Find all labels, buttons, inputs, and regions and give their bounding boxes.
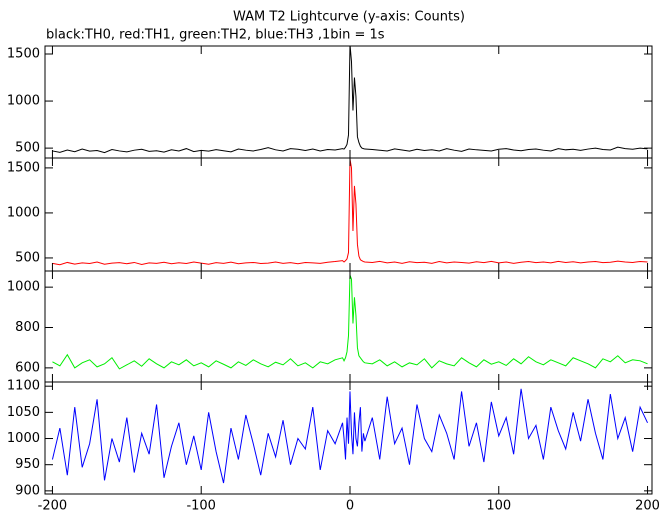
y-tick-label: 600 — [15, 360, 40, 375]
y-tick-label: 1500 — [7, 160, 40, 175]
x-tick-label: -200 — [38, 499, 68, 514]
y-tick-label: 1100 — [7, 379, 40, 394]
y-tick-label: 1050 — [7, 405, 40, 420]
y-tick-label: 500 — [15, 141, 40, 156]
panel-frame — [44, 381, 653, 495]
light-curve — [51, 388, 648, 484]
y-tick-label: 1000 — [7, 94, 40, 109]
x-tick-label: 0 — [346, 499, 354, 514]
light-curve — [52, 274, 648, 370]
light-curve — [52, 46, 648, 154]
y-tick-label: 1500 — [7, 47, 40, 62]
light-curve — [52, 158, 648, 266]
chart-title: WAM T2 Lightcurve (y-axis: Counts) — [233, 10, 465, 25]
y-tick-label: 1000 — [7, 280, 40, 295]
y-tick-label: 900 — [15, 483, 40, 498]
y-tick-label: 950 — [15, 457, 40, 472]
y-tick-label: 1000 — [7, 205, 40, 220]
chart-subtitle: black:TH0, red:TH1, green:TH2, blue:TH3 … — [46, 28, 385, 43]
y-tick-label: 800 — [15, 320, 40, 335]
x-tick-label: 100 — [486, 499, 511, 514]
x-tick-label: 200 — [635, 499, 660, 514]
panel-frame — [44, 45, 653, 159]
y-tick-label: 500 — [15, 250, 40, 265]
x-tick-label: -100 — [186, 499, 216, 514]
y-tick-label: 1000 — [7, 431, 40, 446]
